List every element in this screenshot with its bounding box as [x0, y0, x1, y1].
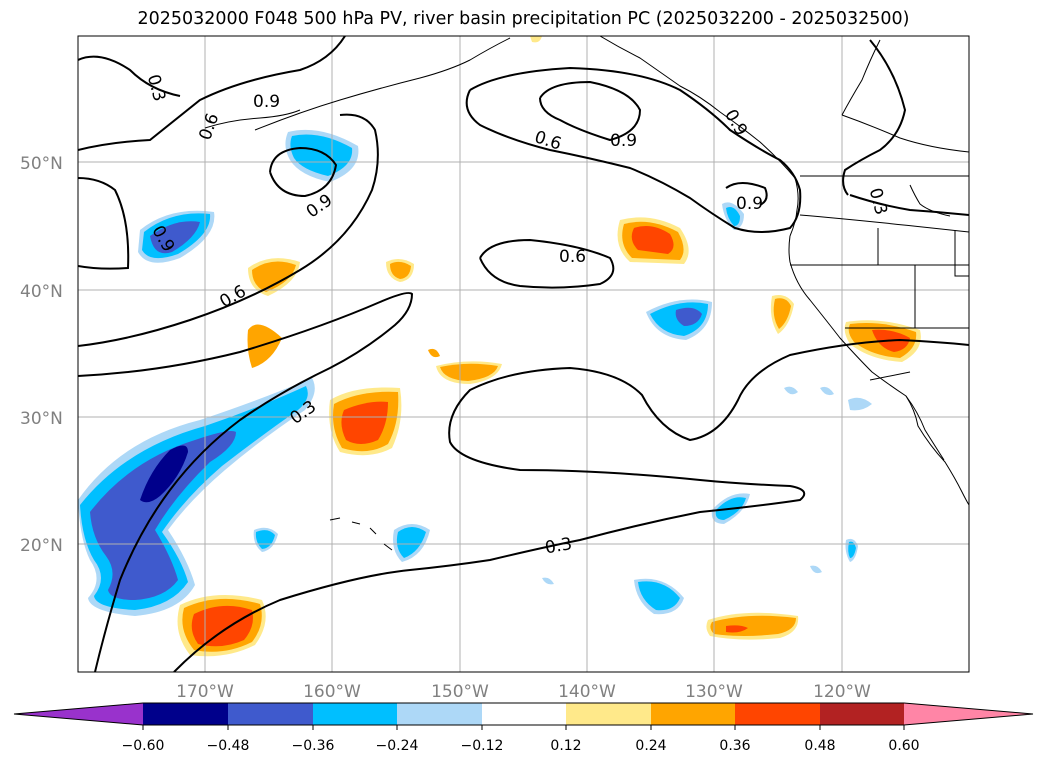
colorbar-extend-low	[14, 703, 143, 725]
lon-tick-label: 150°W	[431, 682, 489, 702]
colorbar-bin	[735, 703, 820, 725]
contour-label: 0.9	[736, 194, 763, 214]
latitude-labels: 50°N 40°N 30°N 20°N	[20, 154, 63, 556]
colorbar: −0.60 −0.48 −0.36 −0.24 −0.12 0.12 0.24 …	[13, 702, 1034, 754]
map-area: 0.3 0.6 0.9 0.9 0.6 0.6 0.9 0.3 0.9 0.6 …	[78, 36, 969, 672]
figure-title: 2025032000 F048 500 hPa PV, river basin …	[137, 9, 910, 29]
colorbar-bin	[397, 703, 482, 725]
coastlines	[204, 36, 969, 551]
colorbar-bin	[566, 703, 651, 725]
lon-tick-label: 170°W	[176, 682, 234, 702]
contour-label: 0.9	[610, 131, 637, 151]
contour-label: 0.9	[253, 92, 280, 112]
lat-tick-label: 40°N	[20, 282, 63, 302]
lat-tick-label: 30°N	[20, 409, 63, 429]
colorbar-tick-label: −0.24	[376, 738, 419, 754]
colorbar-tick-label: −0.60	[122, 738, 165, 754]
colorbar-bin	[313, 703, 397, 725]
colorbar-bin	[143, 703, 228, 725]
map-frame	[77, 35, 970, 673]
colorbar-tick-label: 0.60	[888, 738, 919, 754]
colorbar-tick-label: 0.48	[804, 738, 835, 754]
colorbar-tick-label: −0.12	[461, 738, 504, 754]
colorbar-tick-label: 0.12	[550, 738, 581, 754]
lat-tick-label: 50°N	[20, 154, 63, 174]
colorbar-tick-label: −0.48	[207, 738, 250, 754]
colorbar-bin	[228, 703, 313, 725]
lon-tick-label: 140°W	[558, 682, 616, 702]
lat-tick-label: 20°N	[20, 536, 63, 556]
lon-tick-label: 120°W	[813, 682, 871, 702]
colorbar-tick-label: 0.24	[635, 738, 666, 754]
colorbar-bin	[651, 703, 735, 725]
contour-label: 0.3	[543, 534, 573, 558]
colorbar-extend-high	[904, 703, 1033, 725]
colorbar-bin	[482, 703, 566, 725]
pv-contours	[78, 36, 969, 672]
lon-tick-label: 160°W	[303, 682, 361, 702]
contour-label: 0.6	[559, 247, 586, 267]
colorbar-tick-label: −0.36	[292, 738, 335, 754]
lon-tick-label: 130°W	[685, 682, 743, 702]
colorbar-bin	[820, 703, 904, 725]
negative-precip-anomalies	[78, 129, 872, 616]
colorbar-tick-label: 0.36	[719, 738, 750, 754]
longitude-labels: 170°W 160°W 150°W 140°W 130°W 120°W	[176, 682, 871, 702]
gridlines	[78, 36, 969, 672]
